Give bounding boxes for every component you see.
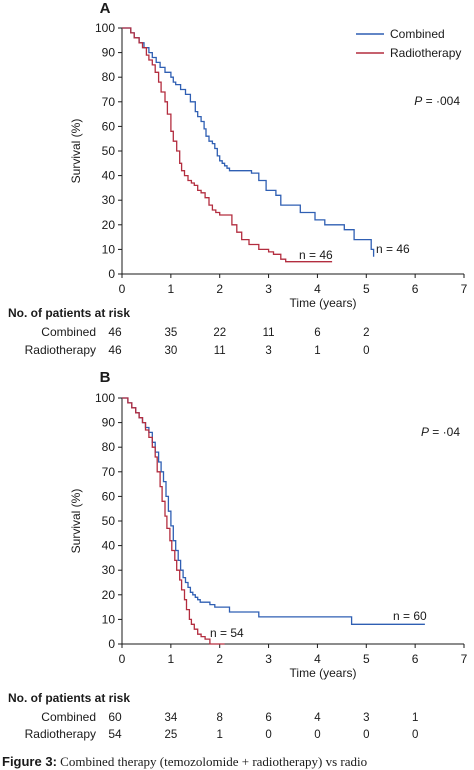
risk-value: 3 — [265, 345, 271, 357]
figure-caption-label: Figure 3: — [2, 754, 57, 769]
risk-table-title: No. of patients at risk — [8, 306, 130, 320]
x-tick-label: 3 — [265, 652, 272, 666]
risk-value: 11 — [263, 327, 275, 339]
risk-row-label: Radiotherapy — [25, 727, 96, 741]
risk-value: 11 — [214, 345, 226, 357]
x-tick-label: 0 — [119, 652, 126, 666]
x-tick-label: 7 — [461, 282, 468, 296]
x-tick-label: 6 — [412, 282, 419, 296]
figure-caption: Figure 3: Combined therapy (temozolomide… — [2, 754, 472, 770]
risk-value: 2 — [363, 327, 369, 339]
p-value-text: = ·04 — [429, 425, 460, 439]
risk-table-title: No. of patients at risk — [8, 691, 130, 705]
legend-label-radiotherapy: Radiotherapy — [390, 46, 461, 60]
risk-row-label: Radiotherapy — [25, 343, 96, 357]
survival-curve-combined — [122, 27, 375, 257]
risk-row-label: Combined — [41, 710, 96, 724]
y-tick-label: 90 — [102, 46, 116, 60]
y-tick-label: 100 — [95, 391, 115, 405]
y-tick-label: 0 — [108, 267, 115, 281]
risk-value: 0 — [314, 729, 320, 741]
y-tick-label: 60 — [102, 119, 116, 133]
y-tick-label: 30 — [102, 563, 116, 577]
x-tick-label: 4 — [314, 652, 321, 666]
n-label-combined: n = 60 — [393, 609, 427, 623]
x-tick-label: 1 — [168, 282, 175, 296]
risk-value: 0 — [363, 729, 369, 741]
x-tick-label: 1 — [168, 652, 175, 666]
panel-label: A — [100, 0, 111, 17]
risk-value: 0 — [265, 729, 271, 741]
risk-value: 34 — [164, 712, 177, 724]
risk-value: 8 — [217, 712, 223, 724]
risk-value: 1 — [217, 729, 223, 741]
risk-value: 54 — [108, 727, 122, 741]
x-tick-label: 0 — [119, 282, 126, 296]
n-label-combined: n = 46 — [376, 242, 410, 256]
risk-value: 0 — [412, 729, 418, 741]
y-tick-label: 60 — [102, 489, 116, 503]
risk-value: 35 — [164, 327, 177, 339]
n-label-radiotherapy: n = 46 — [299, 248, 333, 262]
y-tick-label: 0 — [108, 637, 115, 651]
y-tick-label: 100 — [95, 21, 115, 35]
risk-value: 25 — [164, 729, 177, 741]
x-tick-label: 7 — [461, 652, 468, 666]
x-tick-label: 5 — [363, 652, 370, 666]
x-tick-label: 6 — [412, 652, 419, 666]
risk-value: 4 — [314, 712, 321, 724]
y-tick-label: 30 — [102, 193, 116, 207]
x-axis-title: Time (years) — [290, 296, 357, 310]
risk-value: 60 — [108, 710, 122, 724]
risk-value: 3 — [363, 712, 369, 724]
y-tick-label: 80 — [102, 440, 116, 454]
y-tick-label: 50 — [102, 514, 116, 528]
x-tick-label: 2 — [216, 282, 223, 296]
p-value: P = ·004 — [414, 94, 460, 108]
y-tick-label: 90 — [102, 416, 116, 430]
risk-value: 22 — [213, 327, 226, 339]
risk-value: 1 — [412, 712, 418, 724]
risk-row-label: Combined — [41, 325, 96, 339]
survival-curve-radiotherapy — [122, 27, 333, 263]
risk-value: 6 — [265, 712, 271, 724]
y-axis-title: Survival (%) — [69, 119, 83, 184]
survival-curve-radiotherapy — [122, 397, 225, 645]
x-axis-title: Time (years) — [290, 666, 357, 680]
x-tick-label: 2 — [216, 652, 223, 666]
p-value-symbol: P — [414, 94, 422, 108]
panel-label: B — [100, 369, 111, 386]
y-tick-label: 20 — [102, 218, 116, 232]
y-tick-label: 50 — [102, 144, 116, 158]
x-tick-label: 3 — [265, 282, 272, 296]
n-label-radiotherapy: n = 54 — [210, 626, 244, 640]
y-tick-label: 40 — [102, 169, 116, 183]
risk-value: 6 — [314, 327, 320, 339]
p-value: P = ·04 — [421, 425, 460, 439]
figure-caption-text: Combined therapy (temozolomide + radioth… — [60, 754, 368, 769]
y-axis-title: Survival (%) — [69, 489, 83, 554]
y-tick-label: 10 — [102, 612, 116, 626]
y-tick-label: 20 — [102, 588, 116, 602]
risk-value: 46 — [108, 325, 122, 339]
y-tick-label: 10 — [102, 242, 116, 256]
y-tick-label: 70 — [102, 95, 116, 109]
risk-value: 0 — [363, 345, 369, 357]
risk-value: 30 — [164, 345, 177, 357]
legend-label-combined: Combined — [390, 27, 445, 41]
x-tick-label: 5 — [363, 282, 370, 296]
y-tick-label: 80 — [102, 70, 116, 84]
p-value-text: = ·004 — [422, 94, 460, 108]
y-tick-label: 40 — [102, 539, 116, 553]
p-value-symbol: P — [421, 425, 429, 439]
survival-curve-combined — [122, 397, 425, 625]
x-tick-label: 4 — [314, 282, 321, 296]
risk-value: 1 — [314, 345, 320, 357]
risk-value: 46 — [108, 343, 122, 357]
y-tick-label: 70 — [102, 465, 116, 479]
